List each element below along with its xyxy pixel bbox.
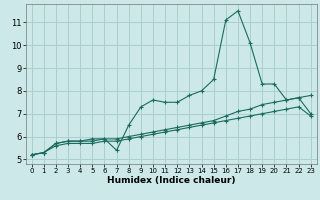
X-axis label: Humidex (Indice chaleur): Humidex (Indice chaleur) bbox=[107, 176, 236, 185]
